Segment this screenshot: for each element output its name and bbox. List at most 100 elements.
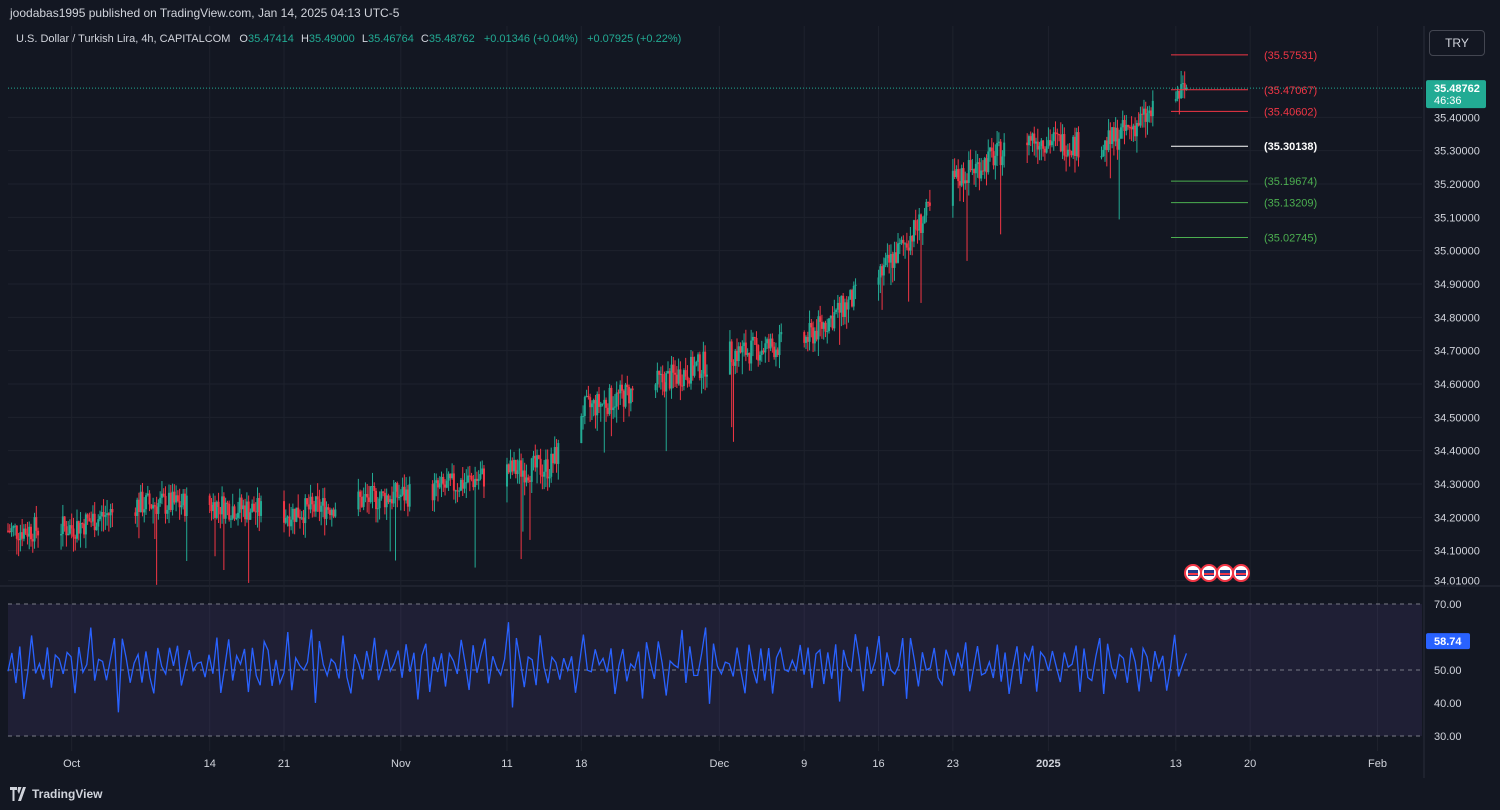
x-tick-label: 14 [204,758,216,770]
candle-body [826,331,829,333]
candle-body [1139,113,1142,126]
candle-body [459,479,462,491]
candle-body [969,160,972,171]
candle-body [1132,125,1135,130]
candle-body [214,502,217,519]
candle-body [774,349,777,358]
candle-body [31,539,34,542]
candle-body [668,371,671,389]
candle-body [1104,140,1107,150]
candle-body [452,473,455,491]
candle-body [313,504,316,512]
candle-body [84,514,87,535]
candle-body [1128,126,1131,128]
candle-body [983,158,986,172]
candle-body [1050,141,1053,146]
candle-body [237,512,240,518]
candle-body [28,526,31,537]
candle-body [762,350,765,353]
candle-body [838,302,841,313]
candle-body [808,323,811,342]
candle-body [897,243,900,263]
candle-body [12,526,15,529]
chart-canvas[interactable]: (35.57531) (35.47067) (35.40602) (35.30138)… [0,26,1500,778]
candle-body [233,506,236,519]
candle-body [1075,132,1078,156]
candle-body [1151,100,1154,117]
candle-body [656,370,659,385]
candle-body [704,351,707,377]
candle-body [295,507,298,522]
flag-icon[interactable] [1200,564,1218,582]
candle-body [145,495,148,510]
candle-body [889,254,892,263]
x-tick-label: 9 [801,758,807,770]
candle-body [90,521,93,523]
candle-body [318,499,321,512]
candle-body [852,285,855,307]
candle-body [15,525,18,539]
candle-body [518,460,521,471]
candle-body [14,525,17,527]
rsi-tick-label: 40.00 [1434,698,1462,710]
candle-body [734,350,737,366]
candle-body [65,526,68,536]
candle-body [851,290,854,307]
candle-body [22,528,25,539]
candle-body [244,505,247,520]
flag-icon[interactable] [1232,564,1250,582]
candle-body [597,394,600,407]
candle-body [215,501,218,519]
candle-body [509,460,512,473]
candle-body [1123,120,1126,131]
x-tick-label: Feb [1368,758,1387,770]
candle-body [619,384,622,394]
candle-body [254,511,257,513]
candle-body [927,201,930,203]
candle-body [1174,99,1177,101]
candle-body [185,495,188,516]
candle-body [210,504,213,512]
candle-body [921,223,924,234]
candle-body [992,151,995,166]
candle-body [106,513,109,516]
candle-body [914,220,917,230]
candle-body [1072,136,1075,156]
candle-body [507,464,510,473]
candle-body [390,499,393,504]
candle-body [242,505,245,510]
countdown-label: 46:36 [1434,95,1462,107]
candle-body [284,517,287,523]
flag-icon[interactable] [1184,564,1202,582]
candle-body [104,515,107,517]
candle-body [820,321,823,329]
candle-body [468,475,471,477]
candle-body [679,369,682,386]
candle-body [472,479,475,488]
candle-body [238,497,241,513]
candle-body [513,459,516,472]
candle-body [960,168,963,186]
candle-body [311,496,314,505]
candle-body [260,501,263,516]
candle-body [173,491,176,503]
candle-body [166,509,169,514]
pivot-level-label: (35.57531) [1264,50,1317,62]
flag-icon[interactable] [1216,564,1234,582]
candle-body [955,169,958,177]
candle-body [819,316,822,322]
candle-body [463,482,466,489]
candle-body [330,509,333,516]
candle-body [624,384,627,407]
publish-bar: joodabas1995 published on TradingView.co… [0,0,1500,26]
candle-body [739,346,742,353]
candle-body [1066,149,1069,156]
candle-body [251,503,254,513]
candle-body [150,504,153,509]
y-tick-label: 35.20000 [1434,179,1480,191]
candle-body [180,505,183,508]
currency-button[interactable]: TRY [1429,30,1485,56]
candle-body [403,486,406,501]
candle-body [912,220,915,242]
